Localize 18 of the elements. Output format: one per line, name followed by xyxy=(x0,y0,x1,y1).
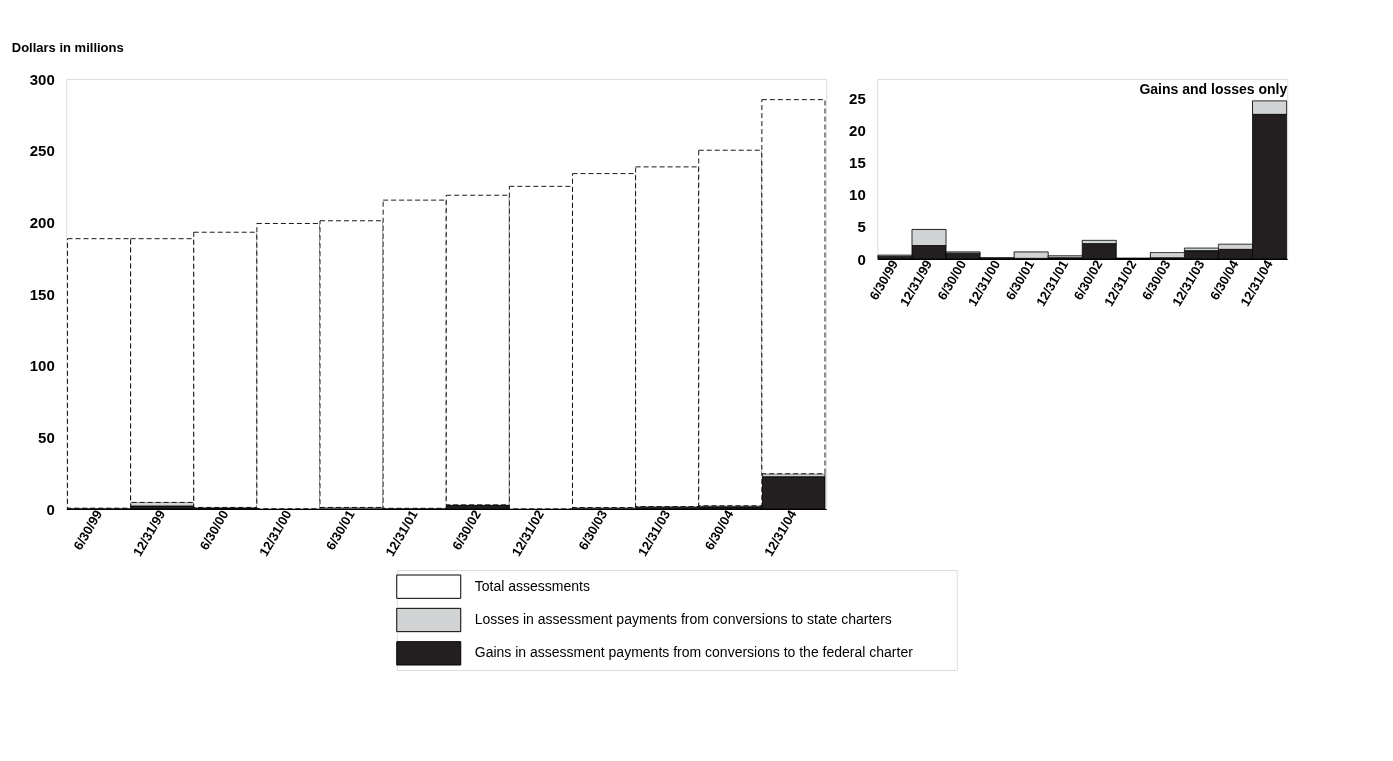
legend-label: Gains in assessment payments from conversions to the federal charter xyxy=(474,644,914,661)
y-tick-label: 5 xyxy=(857,218,866,236)
y-tick-label: 10 xyxy=(849,186,866,204)
chart-title: Gains and losses only xyxy=(1139,81,1288,97)
y-tick-label: 300 xyxy=(29,70,55,88)
legend-label: Losses in assessment payments from conversions to state charters xyxy=(474,611,892,627)
y-tick-label: 50 xyxy=(38,428,55,446)
y-axis-title: Dollars in millions xyxy=(11,39,124,55)
y-tick-label: 0 xyxy=(857,250,866,268)
legend-label: Total assessments xyxy=(474,577,590,594)
y-tick-label: 150 xyxy=(29,285,55,303)
y-tick-label: 15 xyxy=(849,154,866,172)
y-tick-label: 250 xyxy=(29,142,55,160)
y-tick-label: 100 xyxy=(29,357,55,375)
y-tick-label: 20 xyxy=(849,121,866,139)
y-tick-label: 200 xyxy=(29,213,55,231)
y-tick-label: 0 xyxy=(46,500,55,518)
y-tick-label: 25 xyxy=(849,89,866,107)
